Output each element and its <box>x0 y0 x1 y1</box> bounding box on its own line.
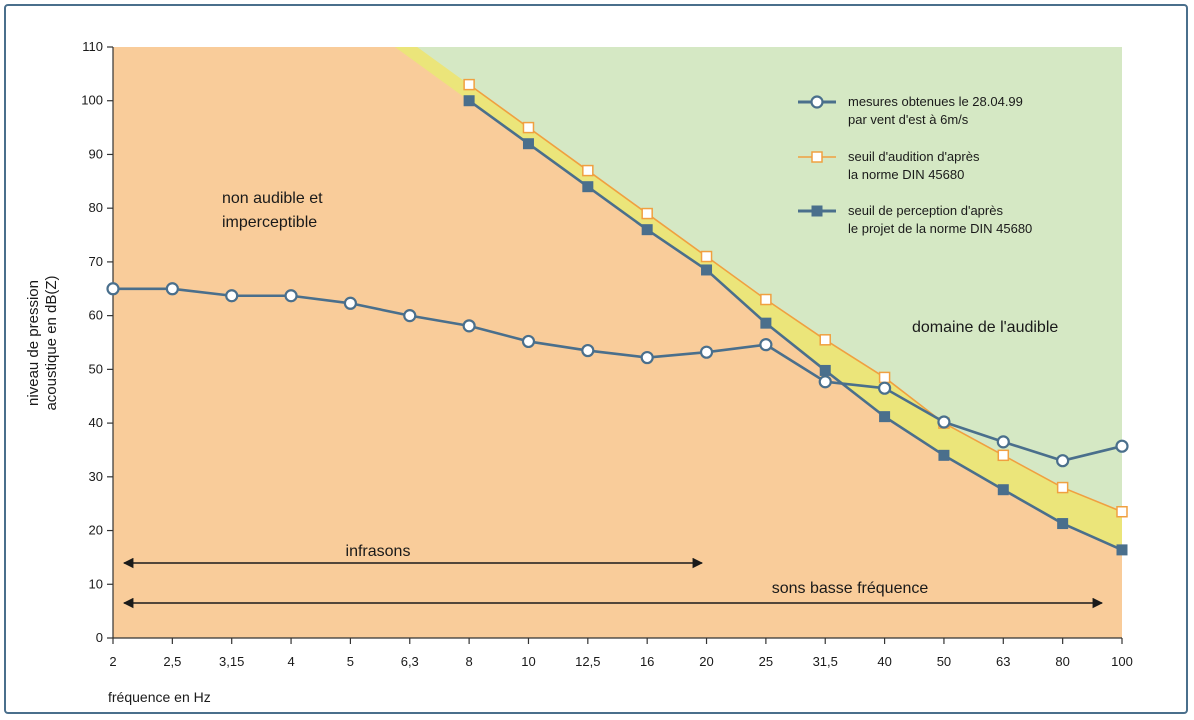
inaudible-label-line2: imperceptible <box>222 214 317 231</box>
x-tick-label: 10 <box>521 654 535 669</box>
x-tick-label: 80 <box>1055 654 1069 669</box>
point-perception <box>701 264 713 276</box>
point-measured <box>699 345 714 359</box>
x-axis-label: fréquence en Hz <box>108 689 211 705</box>
point-measured <box>521 334 536 349</box>
point-hearing <box>760 293 772 306</box>
audible-domain-label: domaine de l'audible <box>912 319 1058 336</box>
point-perception <box>1057 518 1069 530</box>
x-tick-label: 3,15 <box>219 654 244 669</box>
x-tick-label: 2,5 <box>163 654 181 669</box>
point-measured <box>106 282 120 296</box>
y-tick-label: 110 <box>82 39 103 54</box>
point-measured <box>1056 454 1070 468</box>
point-hearing <box>997 449 1010 462</box>
inaudible-label-line1: non audible et <box>222 190 323 207</box>
point-measured <box>581 343 595 358</box>
infrasons-label: infrasons <box>346 543 411 560</box>
legend-perception-line1: seuil de perception d'après <box>848 203 1003 218</box>
point-measured <box>403 309 417 323</box>
low-frequency-label: sons basse fréquence <box>772 580 929 597</box>
x-tick-label: 16 <box>640 654 654 669</box>
y-tick-label: 10 <box>89 576 103 591</box>
legend-marker-perception <box>811 205 823 217</box>
y-tick-label: 100 <box>81 93 103 108</box>
point-measured <box>937 415 951 429</box>
point-measured <box>759 338 773 352</box>
x-tick-label: 6,3 <box>401 654 419 669</box>
legend-hearing-line1: seuil d'audition d'après <box>848 149 980 164</box>
point-hearing <box>463 78 475 91</box>
y-tick-label: 50 <box>89 361 103 376</box>
point-measured <box>343 296 358 310</box>
point-hearing <box>878 371 891 384</box>
point-measured <box>818 375 832 389</box>
inaudible-area <box>113 47 1122 638</box>
point-perception <box>997 484 1009 496</box>
point-hearing <box>522 121 535 134</box>
point-perception <box>819 364 831 376</box>
point-hearing <box>1116 505 1128 518</box>
point-measured <box>996 435 1010 449</box>
y-tick-label: 40 <box>89 415 103 430</box>
point-perception <box>641 224 653 236</box>
y-tick-label: 60 <box>89 308 103 323</box>
x-tick-label: 12,5 <box>575 654 600 669</box>
point-perception <box>938 449 950 461</box>
x-tick-label: 2 <box>109 654 116 669</box>
y-tick-label: 20 <box>89 523 103 538</box>
point-perception <box>582 181 594 193</box>
legend-measured-line1: mesures obtenues le 28.04.99 <box>848 94 1023 109</box>
point-perception <box>463 95 475 107</box>
series-line-perception <box>468 99 1123 552</box>
point-hearing <box>582 164 594 177</box>
x-tick-label: 8 <box>466 654 473 669</box>
legend-perception-line2: le projet de la norme DIN 45680 <box>848 221 1032 236</box>
legend: mesures obtenues le 28.04.99 par vent d'… <box>798 94 1032 236</box>
x-tick-label: 100 <box>1111 654 1133 669</box>
y-tick-label: 70 <box>89 254 103 269</box>
point-hearing <box>641 207 653 220</box>
point-perception <box>1116 544 1128 556</box>
x-tick-label: 40 <box>877 654 891 669</box>
legend-marker-hearing <box>811 151 823 163</box>
series-line-measured <box>113 287 1123 463</box>
point-hearing <box>1056 481 1069 494</box>
y-tick-label: 0 <box>96 630 103 645</box>
point-measured <box>877 381 892 395</box>
x-tick-label: 4 <box>287 654 294 669</box>
y-axis-label-line2: acoustique en dB(Z) <box>43 275 60 410</box>
x-tick-label: 5 <box>347 654 354 669</box>
x-tick-label: 63 <box>996 654 1010 669</box>
legend-hearing-line2: la norme DIN 45680 <box>848 167 964 182</box>
legend-marker-measured <box>810 95 824 109</box>
y-tick-label: 30 <box>89 469 103 484</box>
point-measured <box>225 289 239 303</box>
x-tick-label: 31,5 <box>813 654 838 669</box>
point-measured <box>462 319 476 333</box>
point-measured <box>640 350 654 365</box>
point-perception <box>879 411 891 423</box>
point-measured <box>1115 439 1129 453</box>
y-tick-label: 80 <box>89 200 103 215</box>
point-hearing <box>700 250 713 263</box>
y-tick-label: 90 <box>89 146 103 161</box>
y-axis-label-line1: niveau de pression <box>25 280 42 406</box>
point-perception <box>522 138 534 150</box>
point-perception <box>760 317 772 329</box>
x-tick-label: 50 <box>937 654 951 669</box>
point-measured <box>165 282 179 296</box>
point-hearing <box>819 334 831 346</box>
series-line-hearing <box>468 83 1123 513</box>
x-tick-label: 25 <box>759 654 773 669</box>
x-tick-label: 20 <box>699 654 713 669</box>
legend-measured-line2: par vent d'est à 6m/s <box>848 112 969 127</box>
point-measured <box>284 289 298 303</box>
